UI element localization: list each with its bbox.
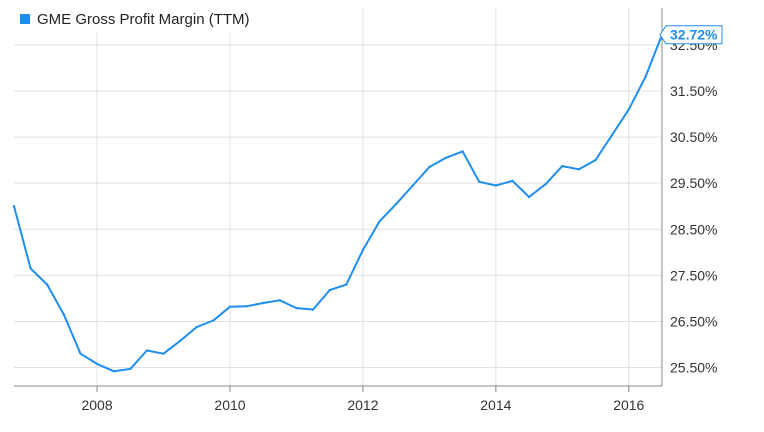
data-point	[79, 352, 82, 355]
data-point	[145, 349, 149, 352]
data-point	[46, 283, 49, 286]
x-tick-label: 2014	[480, 397, 511, 413]
data-point	[195, 325, 198, 329]
x-tick-label: 2016	[613, 397, 644, 413]
data-point	[494, 184, 497, 187]
data-point	[62, 313, 65, 316]
legend-label: GME Gross Profit Margin (TTM)	[37, 11, 250, 28]
data-point	[212, 319, 215, 322]
series-line	[13, 34, 663, 373]
data-point	[444, 156, 448, 159]
y-tick-label: 30.50%	[670, 129, 717, 145]
data-point	[478, 180, 481, 183]
data-point	[644, 75, 647, 79]
data-point	[311, 308, 315, 311]
data-point	[594, 158, 597, 162]
y-tick-label: 28.50%	[670, 221, 717, 237]
data-point	[95, 362, 99, 366]
data-point	[627, 108, 630, 111]
legend: GME Gross Profit Margin (TTM)	[12, 8, 274, 32]
y-tick-label: 25.50%	[670, 360, 717, 376]
x-tick-label: 2008	[81, 397, 112, 413]
data-point	[544, 182, 547, 186]
y-tick-label: 26.50%	[670, 313, 717, 329]
data-point	[29, 267, 32, 270]
y-tick-label: 29.50%	[670, 175, 717, 191]
grid	[14, 8, 662, 386]
data-point	[278, 299, 281, 302]
data-point	[262, 301, 265, 305]
data-point	[228, 305, 232, 308]
data-point	[611, 133, 614, 136]
data-point	[411, 184, 414, 187]
data-point	[577, 168, 581, 171]
data-point	[112, 370, 115, 373]
data-point	[179, 339, 182, 342]
data-point	[328, 288, 331, 292]
end-label-text: 32.72%	[670, 27, 718, 43]
y-tick-label: 31.50%	[670, 83, 717, 99]
axes	[14, 8, 663, 392]
series-layer	[12, 33, 664, 373]
y-axis-ticks: 25.50% 26.50% 27.50% 28.50% 29.50% 30.50% 31.5…	[670, 37, 717, 376]
data-point	[295, 306, 298, 310]
data-point	[395, 202, 398, 206]
data-point	[162, 352, 165, 355]
data-point	[461, 150, 464, 153]
x-axis-ticks: 2008 2010 2012 2014 2016	[81, 397, 644, 413]
y-tick-label: 27.50%	[670, 267, 717, 283]
legend-box	[12, 8, 274, 32]
x-tick-label: 2010	[214, 397, 245, 413]
end-label-box	[659, 25, 723, 45]
data-point	[129, 367, 132, 371]
data-point	[245, 305, 248, 308]
data-point	[12, 205, 16, 208]
data-point	[527, 195, 531, 199]
data-point	[561, 164, 564, 168]
data-point	[428, 165, 431, 169]
data-point	[378, 220, 381, 223]
data-point	[511, 179, 514, 183]
end-value-label: 32.72%	[659, 25, 723, 45]
data-point	[361, 248, 365, 252]
legend-swatch	[20, 14, 30, 24]
data-point	[345, 283, 348, 286]
x-tick-label: 2012	[347, 397, 378, 413]
